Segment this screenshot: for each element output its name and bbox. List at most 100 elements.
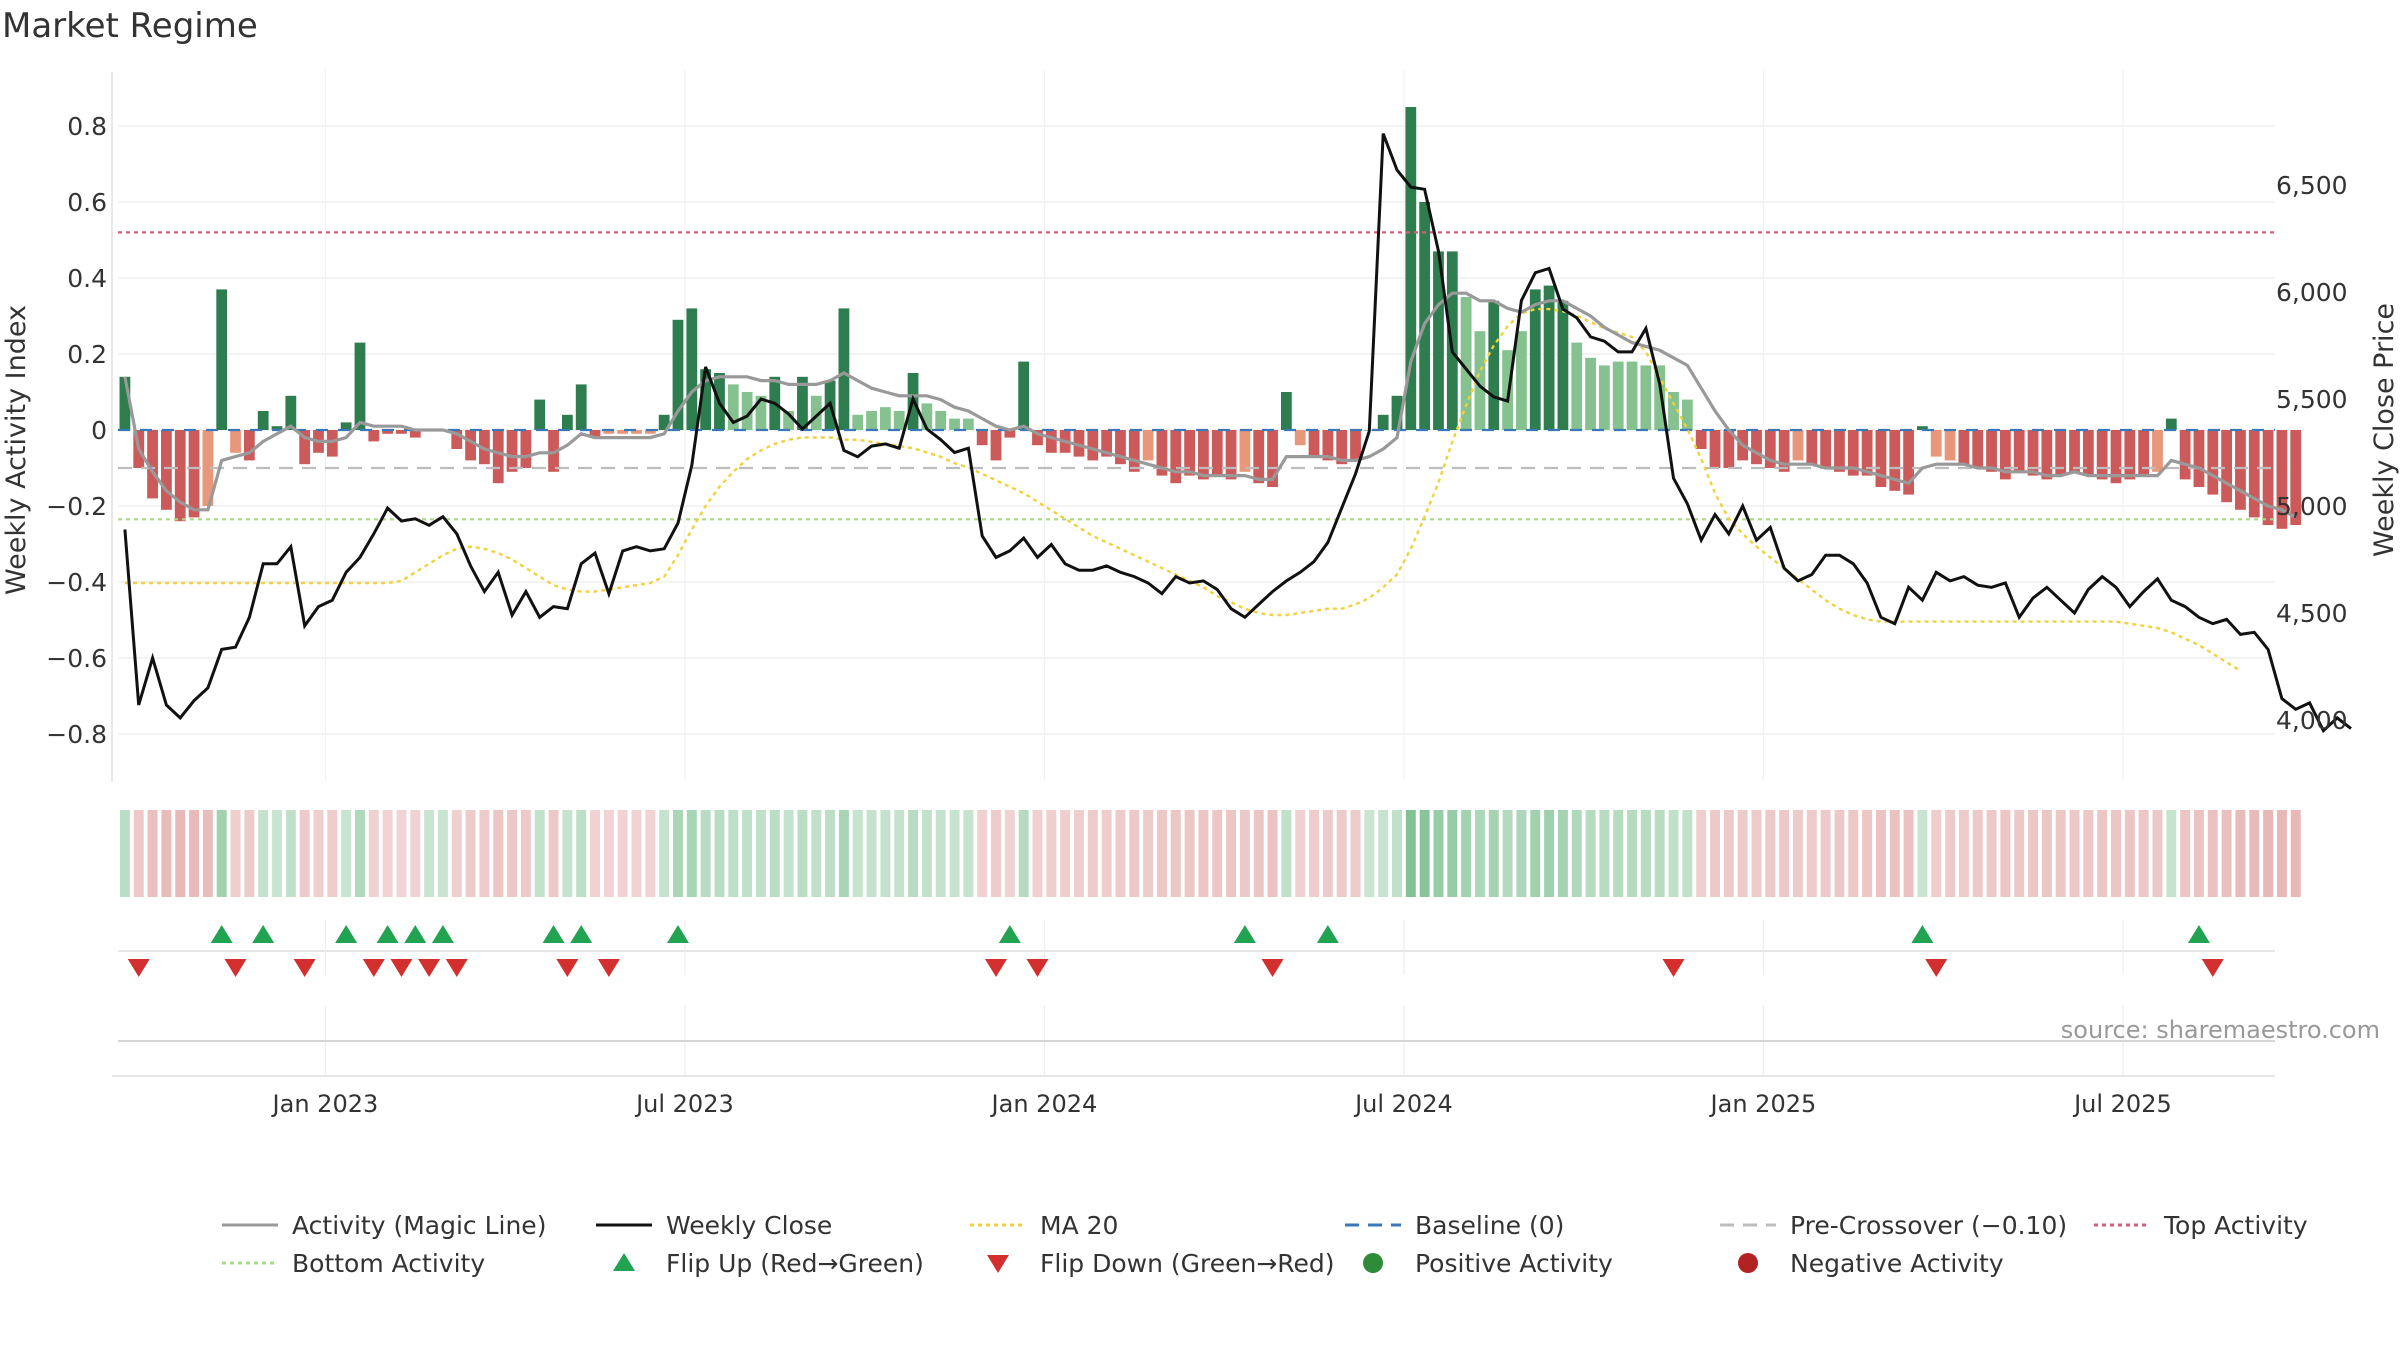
legend-label: Activity (Magic Line) bbox=[292, 1211, 546, 1240]
x-tick-label: Jul 2024 bbox=[1353, 1090, 1453, 1118]
flip-down-marker bbox=[2201, 959, 2224, 977]
regime-strip-cell bbox=[1502, 810, 1513, 897]
flip-down-marker bbox=[445, 959, 468, 977]
regime-strip-cell bbox=[1792, 810, 1803, 897]
activity-bar bbox=[1516, 331, 1527, 430]
legend-item: Activity (Magic Line) bbox=[222, 1211, 546, 1240]
activity-bar bbox=[1806, 430, 1818, 465]
regime-strip-cell bbox=[451, 810, 462, 897]
activity-bar bbox=[2179, 430, 2191, 480]
activity-bar bbox=[1460, 297, 1472, 430]
legend-label: Baseline (0) bbox=[1415, 1211, 1564, 1240]
activity-bar bbox=[2110, 430, 2122, 484]
regime-strip-cell bbox=[852, 810, 863, 897]
activity-bar bbox=[2055, 430, 2067, 476]
regime-strip-cell bbox=[825, 810, 836, 897]
regime-strip-cell bbox=[534, 810, 545, 897]
flip-up-marker bbox=[335, 925, 358, 943]
activity-bar bbox=[838, 308, 850, 430]
activity-bar bbox=[2290, 430, 2302, 525]
activity-bar bbox=[700, 369, 712, 430]
x-tick-label: Jul 2025 bbox=[2072, 1090, 2172, 1118]
activity-bar bbox=[1778, 430, 1790, 472]
activity-bar bbox=[741, 392, 753, 430]
regime-strip-cell bbox=[2276, 810, 2287, 897]
flip-up-marker bbox=[1233, 925, 1256, 943]
regime-strip-cell bbox=[1917, 810, 1928, 897]
activity-bar bbox=[880, 407, 891, 430]
activity-bar bbox=[1377, 414, 1389, 430]
regime-strip-cell bbox=[1046, 810, 1057, 897]
legend-label: Flip Up (Red→Green) bbox=[666, 1249, 924, 1278]
regime-strip-cell bbox=[1889, 810, 1900, 897]
regime-strip-cell bbox=[2000, 810, 2011, 897]
regime-strip-cell bbox=[2083, 810, 2094, 897]
regime-strip-cell bbox=[2138, 810, 2149, 897]
regime-strip-cell bbox=[1281, 810, 1292, 897]
activity-bar bbox=[2013, 430, 2025, 472]
activity-bar bbox=[962, 418, 974, 430]
flip-up-marker bbox=[666, 925, 689, 943]
activity-bar bbox=[2082, 430, 2094, 476]
activity-bar bbox=[1405, 107, 1417, 430]
activity-bar bbox=[1930, 430, 1942, 457]
activity-bar bbox=[2262, 430, 2274, 525]
activity-bar bbox=[1668, 392, 1679, 430]
regime-strip-cell bbox=[617, 810, 628, 897]
flip-up-marker bbox=[210, 925, 233, 943]
activity-bar bbox=[672, 319, 684, 430]
regime-strip-cell bbox=[1322, 810, 1333, 897]
reference-lines bbox=[118, 231, 2275, 521]
activity-bar bbox=[1640, 365, 1652, 430]
x-tick-label: Jul 2023 bbox=[634, 1090, 734, 1118]
activity-bar bbox=[409, 430, 421, 438]
flip-down-marker bbox=[224, 959, 247, 977]
flip-down-marker bbox=[597, 959, 620, 977]
flip-up-marker bbox=[404, 925, 427, 943]
activity-bar bbox=[1280, 392, 1292, 430]
regime-strip-cell bbox=[645, 810, 656, 897]
activity-bar bbox=[976, 430, 988, 446]
regime-strip-cell bbox=[1350, 810, 1361, 897]
y2-tick-label: 6,000 bbox=[2276, 278, 2348, 307]
activity-bar bbox=[1433, 251, 1444, 430]
activity-bar bbox=[1847, 430, 1859, 476]
regime-strip-cell bbox=[742, 810, 753, 897]
activity-bar bbox=[271, 426, 283, 430]
regime-strip-cell bbox=[1820, 810, 1831, 897]
regime-strip-cell bbox=[175, 810, 186, 897]
regime-strip-cell bbox=[285, 810, 296, 897]
legend-swatch bbox=[987, 1255, 1009, 1273]
activity-bar bbox=[2207, 430, 2219, 495]
y-tick-label: 0.4 bbox=[67, 264, 107, 293]
regime-strip-cell bbox=[991, 810, 1001, 897]
regime-strip-cell bbox=[1875, 810, 1886, 897]
ma20-line bbox=[124, 307, 2242, 672]
regime-strip-cell bbox=[1087, 810, 1098, 897]
activity-bar bbox=[1184, 430, 1195, 476]
activity-bar bbox=[1529, 289, 1541, 430]
activity-bar bbox=[451, 430, 463, 449]
regime-strip-cell bbox=[2014, 810, 2025, 897]
regime-strip-cell bbox=[603, 810, 614, 897]
regime-strip-cell bbox=[769, 810, 780, 897]
legend-label: Positive Activity bbox=[1415, 1249, 1613, 1278]
activity-bar bbox=[1350, 430, 1361, 461]
regime-strip-cell bbox=[1613, 810, 1624, 897]
regime-strip-cell bbox=[1806, 810, 1817, 897]
regime-strip-cell bbox=[244, 810, 255, 897]
activity-bar bbox=[1834, 430, 1845, 472]
regime-strip-cell bbox=[894, 810, 905, 897]
regime-strip-cell bbox=[520, 810, 531, 897]
regime-strip-cell bbox=[368, 810, 379, 897]
regime-strip-cell bbox=[2221, 810, 2232, 897]
activity-bar bbox=[575, 384, 587, 430]
activity-bar bbox=[561, 414, 573, 430]
regime-strip-cell bbox=[1226, 810, 1237, 897]
activity-bar bbox=[1903, 430, 1914, 495]
regime-strip-cell bbox=[755, 810, 766, 897]
regime-strip-cell bbox=[1862, 810, 1873, 897]
activity-bar bbox=[1764, 430, 1776, 468]
flip-down-marker bbox=[985, 959, 1008, 977]
regime-strip-cell bbox=[189, 810, 200, 897]
